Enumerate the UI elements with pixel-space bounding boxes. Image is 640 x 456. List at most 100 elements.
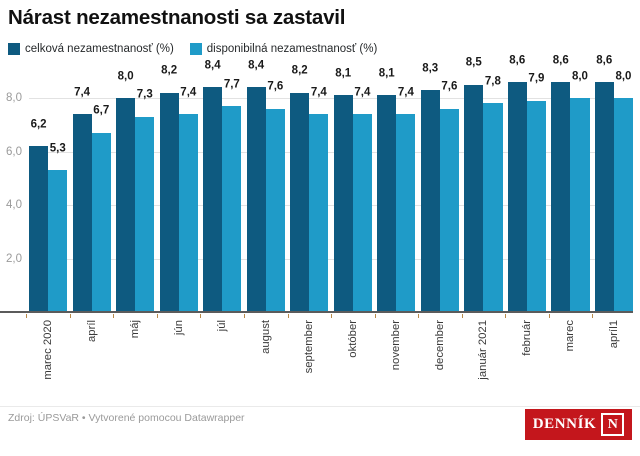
bar-value-label: 7,7 <box>223 78 240 91</box>
bar-fill <box>483 103 503 312</box>
x-axis-tick-label: máj <box>129 320 142 339</box>
x-axis-tick: december <box>418 314 459 404</box>
legend-label-celkova: celková nezamestnanosť (%) <box>25 43 174 55</box>
tick-mark <box>243 314 245 318</box>
bar-fill <box>29 146 49 312</box>
bar-fill <box>309 114 329 312</box>
bar-value-label: 8,6 <box>509 54 526 67</box>
bar-fill <box>203 87 223 312</box>
bar-group: 8,6 8,0 <box>594 55 634 312</box>
x-axis-tick: júl <box>200 314 241 404</box>
legend-item-disponibilna: disponibilná nezamestnanosť (%) <box>189 43 378 55</box>
bar-group: 8,2 7,4 <box>159 65 198 312</box>
gridline <box>29 98 633 100</box>
logo-n-mark: N <box>601 413 625 436</box>
legend-swatch-disponibilna <box>189 43 202 55</box>
bar-value-label: 7,4 <box>310 86 327 99</box>
y-axis-tick-label: 2,0 <box>6 252 22 265</box>
tick-mark <box>26 314 28 318</box>
logo-wordmark: DENNÍK <box>532 416 597 432</box>
bar-value-label: 8,2 <box>291 64 308 77</box>
x-axis-tick: apríl <box>69 314 111 404</box>
tick-mark <box>69 314 71 318</box>
tick-mark <box>287 314 289 318</box>
tick-mark <box>505 314 507 318</box>
bar-group: 8,5 7,8 <box>464 57 503 312</box>
bar-value-label: 8,0 <box>571 70 588 83</box>
bar-fill <box>526 100 547 312</box>
bar-fill <box>570 98 590 312</box>
x-axis-tick-label: marec <box>564 320 577 352</box>
bar-fill <box>265 108 285 312</box>
tick-mark <box>592 314 594 318</box>
bar-value-label: 8,6 <box>596 54 613 67</box>
bar-value-label: 7,4 <box>397 86 414 99</box>
axis-baseline <box>0 311 633 313</box>
bar-group: 8,3 7,6 <box>420 62 459 312</box>
x-axis-tick-label: september <box>303 320 316 374</box>
x-axis-tick: september <box>287 314 328 404</box>
bar-fill <box>135 116 155 312</box>
x-axis-tick-label: december <box>433 320 446 371</box>
bar-group: 7,4 6,7 <box>72 66 111 312</box>
x-axis-tick-label: október <box>346 320 359 358</box>
bar-fill <box>420 90 440 312</box>
bar-group: 8,6 7,9 <box>507 55 547 312</box>
bar-value-label: 6,2 <box>30 118 47 131</box>
tick-mark <box>548 314 550 318</box>
bar-value-label: 7,6 <box>267 80 284 93</box>
bar-value-label: 8,4 <box>204 59 221 72</box>
bar-fill <box>91 132 111 312</box>
bar-value-label: 7,6 <box>441 80 458 93</box>
bar-group: 8,1 7,4 <box>333 66 372 312</box>
bar-fill <box>246 87 266 312</box>
bar-group: 6,2 5,3 <box>29 66 68 312</box>
bar-fill <box>464 84 484 312</box>
gridline <box>29 151 633 153</box>
bar-value-label: 7,3 <box>136 88 153 101</box>
x-axis-tick: máj <box>113 314 154 404</box>
bar-value-label: 6,7 <box>93 104 110 117</box>
x-axis-tick-label: marec 2020 <box>42 320 55 380</box>
y-axis-tick-label: 4,0 <box>6 199 22 212</box>
bar-group: 8,1 7,4 <box>377 66 416 312</box>
x-axis-tick: apríl1 <box>592 314 633 404</box>
legend-label-disponibilna: disponibilná nezamestnanosť (%) <box>206 43 378 55</box>
bar-fill <box>222 106 242 312</box>
bar-group: 8,2 7,4 <box>290 64 329 312</box>
bar-fill <box>159 92 179 312</box>
gridline <box>29 258 633 260</box>
bar-value-label: 8,5 <box>465 56 482 69</box>
bar-fill <box>396 114 416 312</box>
bar-fill <box>72 114 92 312</box>
bar-fill <box>377 95 397 312</box>
source-note: Zdroj: ÚPSVaR • Vytvorené pomocou Datawr… <box>8 412 245 424</box>
bar-value-label: 8,1 <box>378 67 395 80</box>
bar-value-label: 8,6 <box>552 54 569 67</box>
bar-value-label: 7,4 <box>180 86 197 99</box>
dennik-n-logo: DENNÍK N <box>525 409 632 440</box>
x-axis-tick-label: apríl1 <box>607 320 620 349</box>
gridline <box>29 205 633 207</box>
bar-group: 8,0 7,3 <box>116 66 155 312</box>
x-axis-tick-label: november <box>390 320 403 371</box>
bar-fill <box>613 98 634 312</box>
x-axis-tick: marec 2020 <box>26 314 67 404</box>
x-axis-tick-label: august <box>259 320 272 354</box>
bar-value-label: 8,3 <box>422 62 439 75</box>
x-axis-tick: marec <box>548 314 589 404</box>
bar-group: 8,4 7,6 <box>246 60 285 312</box>
tick-mark <box>200 314 202 318</box>
x-axis-tick: október <box>331 314 372 404</box>
bar-value-label: 8,4 <box>248 59 265 72</box>
chart-legend: celková nezamestnanosť (%) disponibilná … <box>8 43 387 55</box>
legend-item-celkova: celková nezamestnanosť (%) <box>8 43 174 55</box>
bar-fill <box>352 114 372 312</box>
bar-fill <box>333 95 353 312</box>
x-axis-tick: august <box>243 314 285 404</box>
tick-mark <box>418 314 420 318</box>
bar-value-label: 5,3 <box>49 142 66 155</box>
tick-mark <box>156 314 158 318</box>
bar-value-label: 7,9 <box>528 72 545 85</box>
